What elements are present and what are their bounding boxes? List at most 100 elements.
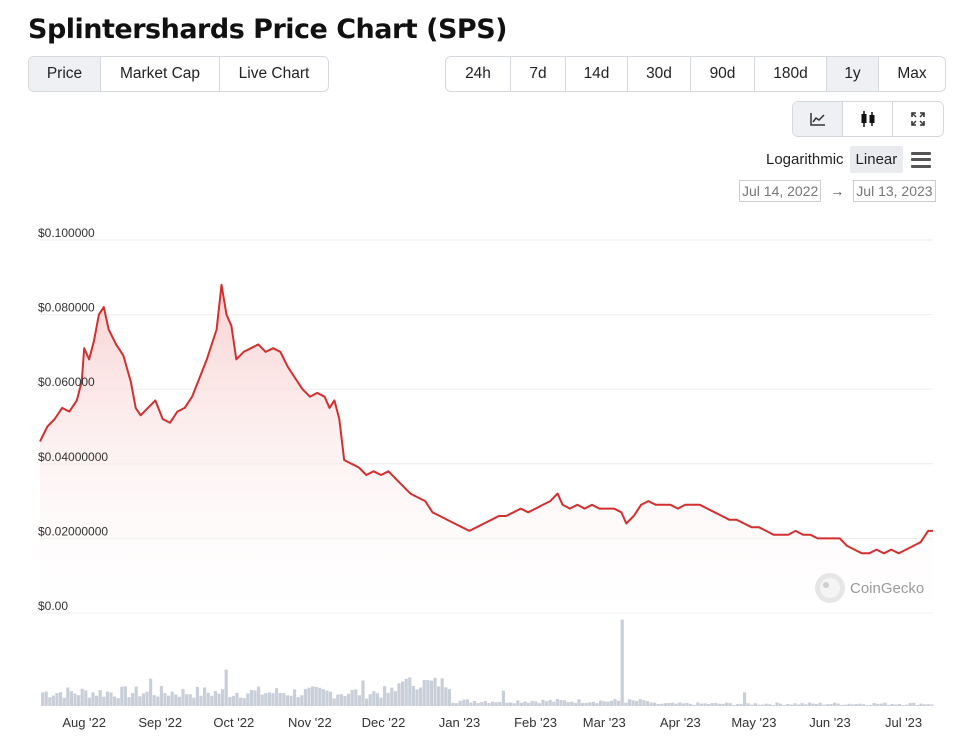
volume-bar xyxy=(228,696,232,706)
volume-bar xyxy=(779,703,783,706)
date-from-input[interactable]: Jul 14, 2022 xyxy=(739,180,822,202)
candlestick-button[interactable] xyxy=(843,102,893,136)
volume-bar xyxy=(656,703,660,706)
volume-bar xyxy=(163,693,167,706)
volume-bar xyxy=(462,699,466,706)
volume-bar xyxy=(559,700,563,706)
volume-bar xyxy=(95,695,99,706)
volume-bar xyxy=(717,703,721,706)
volume-bar xyxy=(77,695,81,706)
volume-bar xyxy=(534,701,538,706)
volume-bar xyxy=(311,686,315,706)
hamburger-menu-icon[interactable] xyxy=(911,151,932,168)
volume-bar xyxy=(609,700,613,706)
volume-bar xyxy=(663,703,667,706)
volume-bar xyxy=(789,704,793,706)
linear-scale-button[interactable]: Linear xyxy=(849,146,904,173)
tab-market-cap[interactable]: Market Cap xyxy=(101,57,220,91)
volume-bar xyxy=(203,687,207,706)
volume-bar xyxy=(206,692,210,706)
volume-bar xyxy=(246,693,250,706)
chart-type-tabs: Price Market Cap Live Chart xyxy=(28,56,329,92)
x-tick-label: Oct '22 xyxy=(213,715,254,730)
volume-bar xyxy=(318,687,322,706)
volume-bar xyxy=(804,704,808,706)
volume-bar xyxy=(210,695,214,706)
volume-bar xyxy=(242,698,246,706)
volume-bar xyxy=(98,690,102,706)
range-1y-button[interactable]: 1y xyxy=(827,57,879,91)
volume-bar xyxy=(746,703,750,706)
volume-bar xyxy=(271,693,275,706)
volume-bar xyxy=(537,703,541,706)
volume-bar xyxy=(501,690,505,706)
volume-bar xyxy=(840,704,844,706)
volume-bar xyxy=(51,695,55,706)
x-tick-label: Mar '23 xyxy=(583,715,626,730)
volume-bar xyxy=(728,703,732,706)
volume-bar xyxy=(599,700,603,706)
volume-bar xyxy=(642,700,646,706)
line-chart-button[interactable] xyxy=(793,102,843,136)
range-24h-button[interactable]: 24h xyxy=(446,57,511,91)
volume-bar xyxy=(768,704,772,706)
tab-live-chart[interactable]: Live Chart xyxy=(238,65,310,82)
range-90d-button[interactable]: 90d xyxy=(691,57,755,91)
volume-bar xyxy=(887,704,891,706)
volume-bar xyxy=(141,693,145,706)
x-tick-label: Jul '23 xyxy=(885,715,922,730)
volume-bar xyxy=(494,702,498,706)
volume-bar xyxy=(786,704,790,706)
volume-bar xyxy=(404,678,408,706)
volume-bar xyxy=(825,704,829,706)
date-to-input[interactable]: Jul 13, 2023 xyxy=(853,180,936,202)
volume-bar xyxy=(257,686,261,706)
volume-bar xyxy=(339,694,343,706)
volume-bar xyxy=(890,703,894,706)
volume-bar xyxy=(811,703,815,706)
volume-bar xyxy=(440,678,444,706)
volume-bar xyxy=(771,705,775,706)
range-14d-button[interactable]: 14d xyxy=(566,57,628,91)
volume-bar xyxy=(455,703,459,706)
fullscreen-button[interactable] xyxy=(893,102,943,136)
volume-bar xyxy=(883,702,887,706)
volume-bar xyxy=(930,704,934,706)
volume-bar xyxy=(800,703,804,706)
volume-bar xyxy=(667,702,671,706)
volume-bar xyxy=(757,704,761,706)
volume-bar xyxy=(595,703,599,706)
range-7d-button[interactable]: 7d xyxy=(511,57,566,91)
volume-bar xyxy=(491,701,495,706)
volume-bar xyxy=(296,697,300,706)
volume-bar xyxy=(120,686,124,706)
page-title: Splintershards Price Chart (SPS) xyxy=(28,14,507,45)
volume-bar xyxy=(408,677,412,706)
range-180d-button[interactable]: 180d xyxy=(755,57,827,91)
volume-bar xyxy=(55,693,59,706)
range-max-button[interactable]: Max xyxy=(897,65,927,82)
volume-bar xyxy=(915,705,919,706)
volume-bar xyxy=(851,704,855,706)
volume-bar xyxy=(224,669,228,706)
volume-bar xyxy=(613,699,617,706)
volume-bar xyxy=(581,702,585,706)
tab-price[interactable]: Price xyxy=(29,57,101,91)
log-scale-button[interactable]: Logarithmic xyxy=(766,151,844,168)
volume-bar xyxy=(588,702,592,706)
volume-bar xyxy=(253,690,257,706)
volume-bar xyxy=(876,703,880,706)
volume-bar xyxy=(415,689,419,706)
volume-bar xyxy=(465,699,469,706)
volume-bar xyxy=(671,702,675,706)
volume-bar xyxy=(836,703,840,706)
volume-bar xyxy=(627,699,631,706)
volume-bar xyxy=(476,703,480,706)
volume-bar xyxy=(314,686,318,706)
volume-bar xyxy=(278,692,282,706)
volume-bar xyxy=(174,694,178,706)
range-30d-button[interactable]: 30d xyxy=(628,57,691,91)
volume-bar xyxy=(555,699,559,706)
date-arrow: → xyxy=(830,183,845,199)
